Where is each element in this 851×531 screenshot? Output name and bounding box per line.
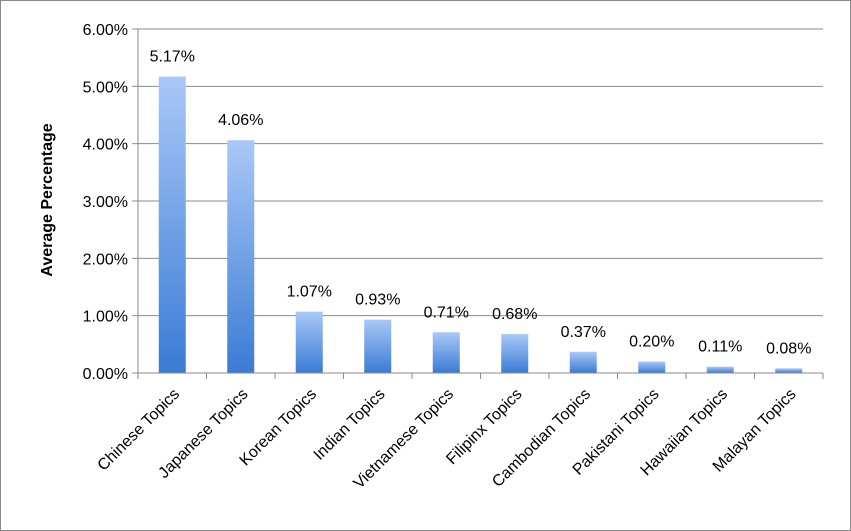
bar	[364, 319, 392, 373]
y-tick-label: 4.00%	[83, 137, 128, 154]
data-label: 0.08%	[766, 340, 811, 357]
data-label: 0.11%	[698, 339, 742, 356]
data-label: 0.20%	[629, 334, 674, 351]
category-label: Indian Topics	[311, 386, 389, 464]
data-label: 0.37%	[561, 324, 606, 341]
bar	[775, 368, 803, 373]
data-label: 0.93%	[355, 292, 400, 309]
y-tick-label: 5.00%	[83, 79, 128, 96]
data-label: 5.17%	[150, 49, 195, 66]
bar	[227, 140, 255, 373]
bar	[569, 351, 597, 373]
y-tick-label: 3.00%	[83, 194, 128, 211]
data-labels: 5.17% 4.06% 1.07% 0.93% 0.71% 0.68% 0.37% 0.20%…	[150, 49, 812, 358]
data-label: 4.06%	[218, 112, 263, 129]
bars	[158, 76, 803, 373]
y-tick-labels: 0.00% 1.00% 2.00% 3.00% 4.00% 5.00% 6.00%	[83, 22, 128, 383]
data-label: 0.71%	[424, 304, 469, 321]
y-axis-label: Average Percentage	[39, 123, 56, 276]
y-tick-label: 2.00%	[83, 251, 128, 268]
bar	[706, 366, 734, 373]
bar	[158, 76, 186, 373]
bar	[295, 311, 323, 373]
y-tick-label: 0.00%	[83, 366, 128, 383]
bar	[432, 332, 460, 373]
y-tick-label: 1.00%	[83, 309, 128, 326]
data-label: 1.07%	[287, 284, 332, 301]
axes	[137, 29, 824, 379]
data-label: 0.68%	[492, 306, 537, 323]
bar	[638, 361, 666, 373]
y-tick-label: 6.00%	[83, 22, 128, 39]
bar	[501, 334, 529, 373]
